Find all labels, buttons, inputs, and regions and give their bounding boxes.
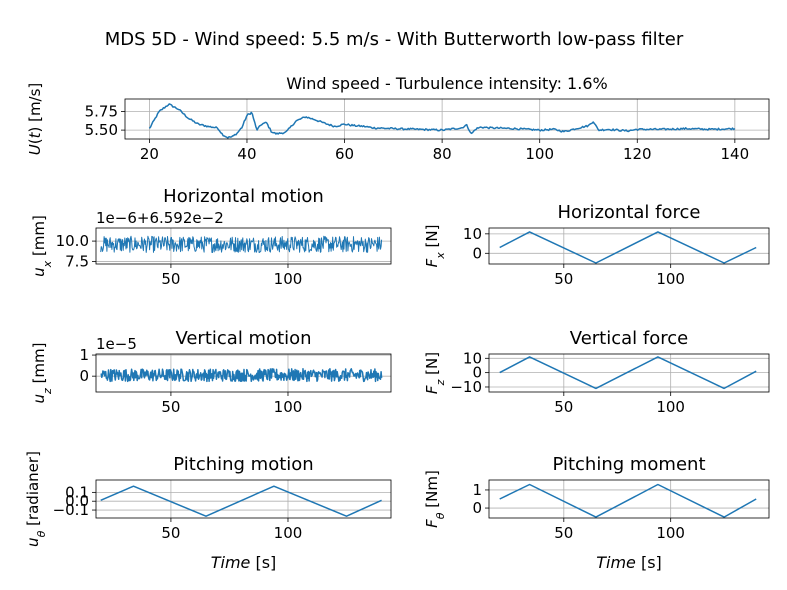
x-tick-label: 100 — [274, 270, 303, 288]
chart-pitching-moment: 50 100 01 Pitching moment Fθ [Nm] Time [s] — [423, 454, 770, 572]
y-axis-label: U(t) [m/s] — [26, 83, 44, 156]
x-tick-label: 120 — [623, 145, 652, 163]
y-tick-label: 7.5 — [65, 253, 89, 271]
chart-title: Horizontal motion — [163, 186, 324, 207]
x-tick-label: 100 — [274, 524, 303, 542]
x-tick-label: 100 — [656, 398, 685, 416]
y-tick-label: 1 — [79, 346, 89, 364]
axes-frame — [95, 479, 392, 519]
chart-horizontal-force: 50 100 010 Horizontal force Fx [N] — [423, 202, 770, 288]
y-axis-label: Fx [N] — [423, 225, 447, 268]
y-tick-label: 10.0 — [56, 232, 89, 250]
x-tick-label: 100 — [656, 270, 685, 288]
chart-pitching-motion: 50 100 −0.10.00.1 Pitching motion uθ [radian… — [24, 451, 392, 572]
x-axis-label: Time [s] — [211, 553, 277, 572]
x-tick-label: 50 — [161, 524, 180, 542]
axis-offset-text: 1e−5 — [96, 335, 137, 353]
y-axis-label: uz [mm] — [30, 343, 54, 404]
chart-title: Pitching moment — [553, 454, 706, 475]
y-tick-label: 10 — [463, 225, 482, 243]
x-tick-label: 100 — [274, 398, 303, 416]
x-tick-label: 50 — [554, 398, 573, 416]
y-axis-label: Fθ [Nm] — [423, 470, 447, 528]
axes-frame — [95, 227, 392, 265]
x-tick-label: 50 — [161, 270, 180, 288]
x-tick-label: 100 — [525, 145, 554, 163]
x-tick-label: 20 — [140, 145, 159, 163]
figure-title: MDS 5D - Wind speed: 5.5 m/s - With Butt… — [105, 29, 684, 50]
y-tick-label: 0.0 — [65, 492, 89, 510]
y-axis-label: uθ [radianer] — [24, 451, 48, 547]
x-axis-label: Time [s] — [596, 553, 662, 572]
y-tick-label: 10 — [463, 349, 482, 367]
y-axis-label: Fz [N] — [423, 352, 447, 394]
y-tick-label: −10 — [450, 378, 482, 396]
axes-frame — [124, 98, 770, 140]
x-tick-label: 50 — [554, 270, 573, 288]
y-axis-label: ux [mm] — [30, 215, 54, 277]
y-tick-label: 5.50 — [85, 121, 118, 139]
axes-frame — [488, 227, 770, 265]
y-tick-label: 0.1 — [65, 483, 89, 501]
x-tick-label: 140 — [721, 145, 750, 163]
x-tick-label: 50 — [161, 398, 180, 416]
x-tick-label: 40 — [237, 145, 256, 163]
series-line — [499, 356, 757, 390]
chart-vertical-motion: 50 100 0 1 Vertical motion 1e−5 uz [mm] — [30, 328, 392, 416]
axes-frame — [95, 353, 392, 393]
x-tick-label: 60 — [335, 145, 354, 163]
chart-wind: 20 40 60 80 100 120 140 5.505.75 Wind speed - Tu… — [26, 74, 770, 163]
chart-title: Horizontal force — [558, 202, 701, 223]
x-tick-label: 80 — [433, 145, 452, 163]
axes-frame — [488, 479, 770, 519]
y-tick-label: −0.1 — [53, 501, 89, 519]
y-tick-label: 5.75 — [85, 103, 118, 121]
x-tick-label: 50 — [554, 524, 573, 542]
series-line — [499, 231, 757, 264]
chart-title: Pitching motion — [173, 454, 313, 475]
series-line — [100, 368, 383, 383]
chart-horizontal-motion: 50 100 7.5 10.0 Horizontal motion 1e−6+6.592e… — [30, 186, 392, 288]
series-line — [148, 103, 736, 139]
series-line — [100, 235, 383, 253]
axis-offset-text: 1e−6+6.592e−2 — [96, 209, 224, 227]
series-line — [100, 485, 382, 517]
series-line — [499, 483, 757, 518]
chart-title: Wind speed - Turbulence intensity: 1.6% — [286, 74, 607, 93]
y-tick-label: 0 — [472, 364, 482, 382]
chart-title: Vertical force — [570, 328, 688, 349]
x-tick-label: 100 — [656, 524, 685, 542]
y-tick-label: 1 — [472, 481, 482, 499]
y-tick-label: 0 — [79, 367, 89, 385]
chart-title: Vertical motion — [175, 328, 311, 349]
y-tick-label: 0 — [472, 499, 482, 517]
y-tick-label: 0 — [472, 244, 482, 262]
